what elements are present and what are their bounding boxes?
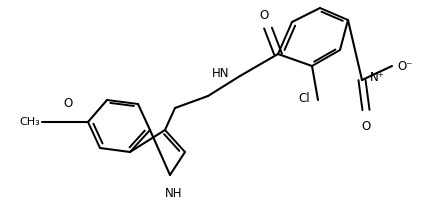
Text: N⁺: N⁺ [370,71,385,84]
Text: NH: NH [165,187,182,200]
Text: O: O [260,9,269,22]
Text: O: O [63,97,72,110]
Text: Cl: Cl [298,92,310,105]
Text: HN: HN [211,67,229,80]
Text: CH₃: CH₃ [19,117,40,127]
Text: O⁻: O⁻ [397,60,413,73]
Text: O: O [362,120,371,133]
